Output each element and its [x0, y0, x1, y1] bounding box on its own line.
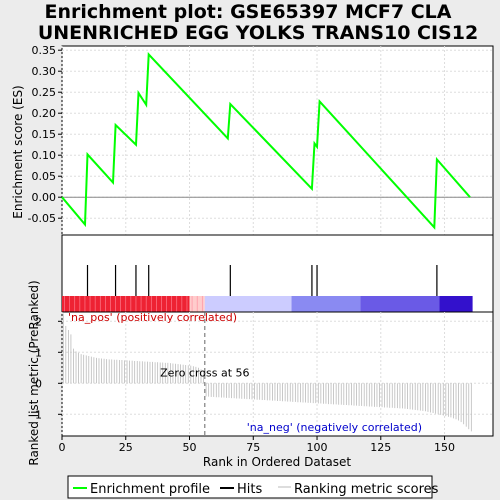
legend-label-enrichment: Enrichment profile: [90, 482, 210, 497]
es-y-tick-label: 0.35: [32, 44, 57, 57]
x-tick-label: 50: [183, 441, 197, 454]
es-y-tick-label: 0.15: [32, 128, 57, 141]
ranking-y-tick-label: -1: [31, 408, 42, 421]
legend-box: [67, 475, 433, 499]
ranking-metric-bars: [62, 313, 472, 432]
ranking-y-tick-label: 1: [35, 346, 42, 359]
es-y-tick-label: 0.05: [32, 170, 57, 183]
x-tick-label: 150: [434, 441, 455, 454]
x-tick-label: 25: [119, 441, 133, 454]
x-tick-label: 0: [59, 441, 66, 454]
color-bar-segment: [204, 296, 292, 312]
es-y-tick-label: -0.05: [28, 212, 56, 225]
x-axis-label: Rank in Ordered Dataset: [203, 455, 351, 469]
es-y-tick-label: 0.25: [32, 86, 57, 99]
positive-correlation-label: 'na_pos' (positively correlated): [68, 311, 237, 324]
es-gridlines: [61, 46, 493, 235]
legend: Enrichment profile Hits Ranking metric s…: [67, 475, 439, 499]
ranking-x-axis: 0 25 50 75 100 125 150: [59, 436, 455, 454]
x-tick-label: 75: [246, 441, 260, 454]
legend-label-hits: Hits: [237, 482, 262, 497]
es-y-axis: -0.05 0.00 0.05 0.10 0.15 0.20 0.25 0.30 0.35: [28, 44, 62, 225]
x-tick-label: 100: [307, 441, 328, 454]
legend-label-ranking: Ranking metric scores: [294, 482, 439, 497]
enrichment-profile-line: [61, 52, 471, 230]
ranking-y-axis: -1 0 1 2: [31, 315, 62, 421]
zero-cross-label: Zero cross at 56: [160, 366, 249, 379]
es-y-axis-label: Enrichment score (ES): [11, 85, 25, 218]
es-y-tick-label: 0.30: [32, 65, 57, 78]
ranking-y-tick-label: 2: [35, 315, 42, 328]
es-y-tick-label: 0.10: [32, 149, 57, 162]
ranking-gridlines: [61, 312, 493, 436]
es-y-tick-label: 0.00: [32, 191, 57, 204]
chart-title-line-1: Enrichment plot: GSE65397 MCF7 CLA: [45, 1, 452, 23]
color-bar-segment: [291, 296, 361, 312]
ranking-color-bar: [62, 296, 473, 312]
es-panel: [61, 45, 494, 236]
es-y-tick-label: 0.20: [32, 107, 57, 120]
chart-title-line-2: UNENRICHED EGG YOLKS TRANS10 CIS12: [38, 22, 478, 44]
color-bar-segment: [439, 296, 473, 312]
ranking-y-axis-label: Ranked list metric (PreRanked): [27, 280, 41, 465]
hit-markers: [86, 265, 438, 296]
color-bar-segment: [360, 296, 440, 312]
ranking-y-tick-label: 0: [35, 377, 42, 390]
x-tick-label: 125: [370, 441, 391, 454]
negative-correlation-label: 'na_neg' (negatively correlated): [247, 421, 422, 434]
